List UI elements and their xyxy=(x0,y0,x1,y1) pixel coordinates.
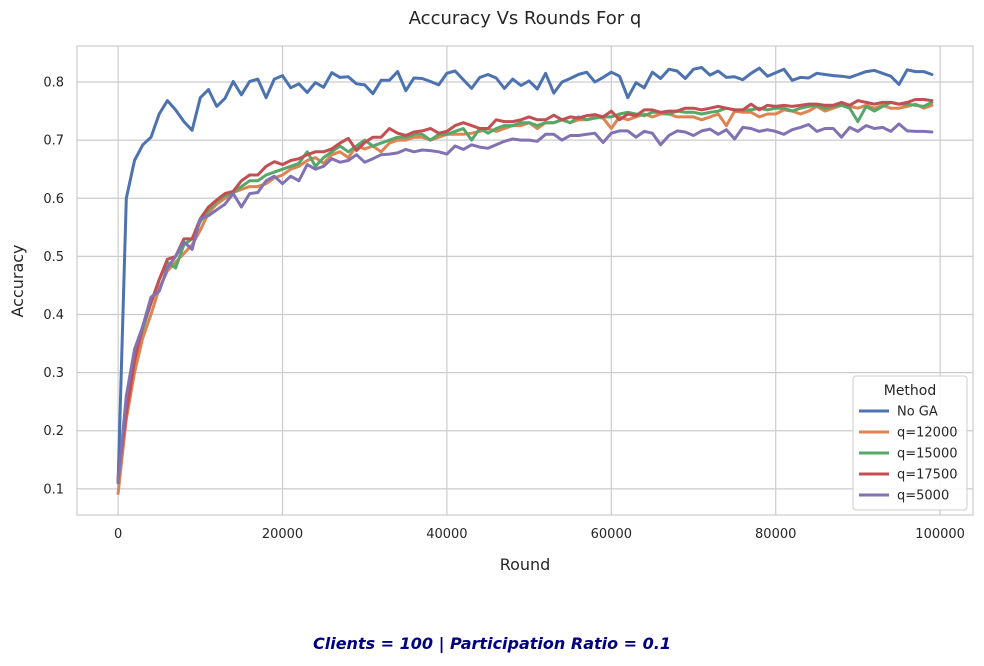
x-tick-label: 100000 xyxy=(915,527,965,542)
legend-label-q-12000: q=12000 xyxy=(897,426,958,441)
x-axis-label: Round xyxy=(500,555,551,574)
legend-label-q-17500: q=17500 xyxy=(897,468,958,483)
legend-title: Method xyxy=(884,383,937,399)
series-lines xyxy=(116,66,934,495)
series-line-q-17500 xyxy=(116,98,934,479)
y-tick-label: 0.6 xyxy=(43,192,64,207)
footer-caption: Clients = 100 | Participation Ratio = 0.… xyxy=(312,634,671,653)
x-tick-label: 40000 xyxy=(426,527,467,542)
y-tick-label: 0.4 xyxy=(43,308,64,323)
y-tick-label: 0.3 xyxy=(43,366,64,381)
axis-ticks: 0 20000 40000 60000 80000 100000 0.1 0.2 0.3 0.4 0… xyxy=(43,76,965,542)
plot-area xyxy=(76,45,974,516)
legend: Method No GA q=12000 q=15000 q=17500 q=5000 xyxy=(852,375,968,511)
y-tick-label: 0.7 xyxy=(43,134,64,149)
series-line-no-ga xyxy=(116,66,934,484)
series-line-q-5000 xyxy=(116,122,934,485)
y-tick-label: 0.8 xyxy=(43,76,64,91)
x-tick-label: 0 xyxy=(114,527,122,542)
y-tick-label: 0.1 xyxy=(43,482,64,497)
series-line-q-15000 xyxy=(116,100,934,482)
x-tick-label: 20000 xyxy=(262,527,303,542)
y-tick-label: 0.2 xyxy=(43,424,64,439)
chart-title: Accuracy Vs Rounds For q xyxy=(409,8,642,29)
legend-label-q-15000: q=15000 xyxy=(897,447,958,462)
legend-label-no-ga: No GA xyxy=(897,405,938,420)
y-tick-label: 0.5 xyxy=(43,250,64,265)
x-tick-label: 60000 xyxy=(591,527,632,542)
x-tick-label: 80000 xyxy=(755,527,796,542)
y-axis-label: Accuracy xyxy=(8,244,27,317)
legend-label-q-5000: q=5000 xyxy=(897,489,949,504)
